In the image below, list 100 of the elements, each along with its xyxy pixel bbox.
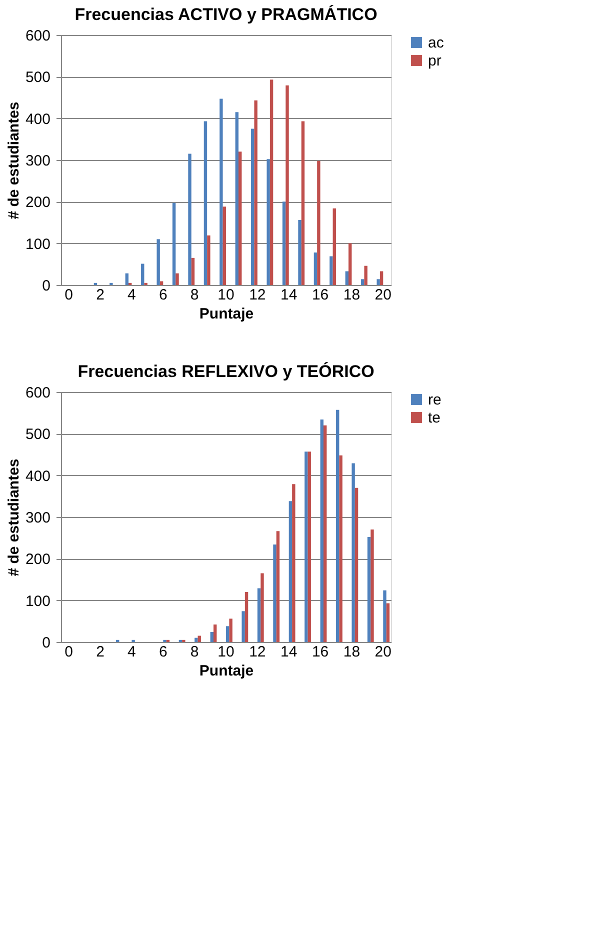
x-tick-label: 20 bbox=[374, 644, 392, 660]
bar bbox=[125, 273, 129, 285]
bar bbox=[339, 455, 342, 642]
bar bbox=[370, 530, 374, 642]
bar bbox=[301, 121, 305, 285]
bar bbox=[298, 220, 302, 285]
bar bbox=[383, 590, 386, 642]
bar bbox=[345, 271, 349, 285]
x-tick-label: 0 bbox=[64, 286, 74, 304]
bar bbox=[242, 611, 245, 642]
y-tick-label: 400 bbox=[25, 110, 50, 128]
bar bbox=[260, 573, 264, 642]
y-tick-label: 300 bbox=[25, 510, 50, 526]
bar bbox=[204, 121, 208, 285]
bar bbox=[226, 626, 230, 642]
bar bbox=[273, 544, 276, 642]
bar bbox=[266, 159, 270, 285]
x-tick-label: 0 bbox=[64, 644, 74, 660]
x-tick-label: 12 bbox=[249, 644, 266, 660]
bar bbox=[361, 279, 364, 285]
bar bbox=[207, 235, 210, 285]
x-tick-label: 2 bbox=[96, 286, 104, 304]
y-tick-label: 200 bbox=[25, 194, 50, 212]
bar bbox=[380, 271, 384, 285]
x-tick-label: 12 bbox=[249, 286, 266, 304]
bar bbox=[238, 152, 242, 285]
x-tick-label: 6 bbox=[158, 286, 168, 304]
y-axis-title: # de estudiantes bbox=[5, 458, 22, 576]
x-tick-label: 18 bbox=[343, 644, 360, 660]
bar bbox=[244, 592, 248, 642]
y-tick-label: 100 bbox=[25, 592, 50, 610]
bar bbox=[235, 112, 239, 285]
legend-label: pr bbox=[428, 52, 442, 70]
x-tick-label: 14 bbox=[280, 286, 298, 304]
x-tick-label: 18 bbox=[343, 286, 360, 304]
bar bbox=[254, 100, 258, 285]
bar bbox=[292, 484, 296, 642]
chart-title: Frecuencias REFLEXIVO y TEÓRICO bbox=[78, 361, 374, 381]
y-tick-label: 600 bbox=[25, 384, 50, 402]
bar bbox=[229, 618, 232, 642]
y-tick-label: 400 bbox=[25, 468, 50, 485]
bar bbox=[286, 85, 289, 285]
bar bbox=[376, 279, 380, 285]
bar bbox=[386, 603, 390, 642]
bar bbox=[188, 154, 192, 285]
x-tick-label: 6 bbox=[158, 644, 168, 660]
y-tick-label: 100 bbox=[25, 236, 50, 253]
bar bbox=[222, 206, 226, 285]
bar bbox=[330, 256, 333, 285]
bar bbox=[210, 632, 214, 642]
bar bbox=[367, 537, 371, 642]
legend-label: te bbox=[428, 410, 441, 426]
y-tick-label: 300 bbox=[25, 152, 50, 170]
x-tick-label: 2 bbox=[96, 644, 104, 660]
legend-label: re bbox=[428, 392, 442, 408]
x-tick-label: 10 bbox=[218, 644, 234, 660]
bar bbox=[194, 638, 198, 642]
bar bbox=[251, 128, 254, 285]
bar bbox=[282, 202, 286, 285]
y-tick-label: 500 bbox=[25, 426, 50, 444]
legend-label: ac bbox=[428, 34, 444, 52]
bar bbox=[352, 463, 355, 642]
bar bbox=[176, 273, 179, 285]
y-tick-label: 500 bbox=[25, 69, 50, 86]
bar bbox=[308, 452, 311, 642]
bar bbox=[172, 202, 176, 285]
y-tick-label: 600 bbox=[25, 28, 50, 44]
bar bbox=[348, 243, 352, 285]
bar bbox=[198, 636, 201, 642]
bar bbox=[317, 160, 320, 285]
bar bbox=[213, 624, 217, 642]
bar bbox=[320, 420, 324, 642]
bar bbox=[304, 452, 308, 642]
chart-title: Frecuencias ACTIVO y PRAGMÁTICO bbox=[74, 4, 378, 24]
bar bbox=[332, 208, 336, 285]
x-tick-label: 4 bbox=[128, 286, 136, 304]
bar bbox=[288, 501, 292, 642]
x-tick-label: 4 bbox=[128, 644, 136, 660]
bar bbox=[141, 264, 144, 285]
bar bbox=[191, 258, 195, 285]
bar bbox=[270, 80, 274, 285]
bar bbox=[336, 410, 340, 642]
bar bbox=[257, 588, 261, 642]
x-tick-label: 8 bbox=[190, 286, 199, 304]
y-axis-title: # de estudiantes bbox=[5, 102, 22, 220]
bar bbox=[156, 239, 160, 285]
bar bbox=[354, 488, 358, 642]
x-tick-label: 14 bbox=[280, 644, 298, 660]
x-axis-title: Puntaje bbox=[199, 662, 254, 680]
x-tick-label: 10 bbox=[218, 286, 234, 304]
bar bbox=[323, 425, 327, 642]
x-tick-label: 16 bbox=[312, 644, 329, 660]
x-axis-title: Puntaje bbox=[199, 306, 254, 322]
bar bbox=[314, 252, 318, 285]
x-tick-label: 8 bbox=[190, 644, 199, 660]
x-tick-label: 20 bbox=[374, 286, 392, 304]
bar bbox=[276, 531, 280, 642]
y-tick-label: 200 bbox=[25, 551, 50, 568]
x-tick-label: 16 bbox=[312, 286, 329, 304]
bar bbox=[220, 98, 223, 285]
